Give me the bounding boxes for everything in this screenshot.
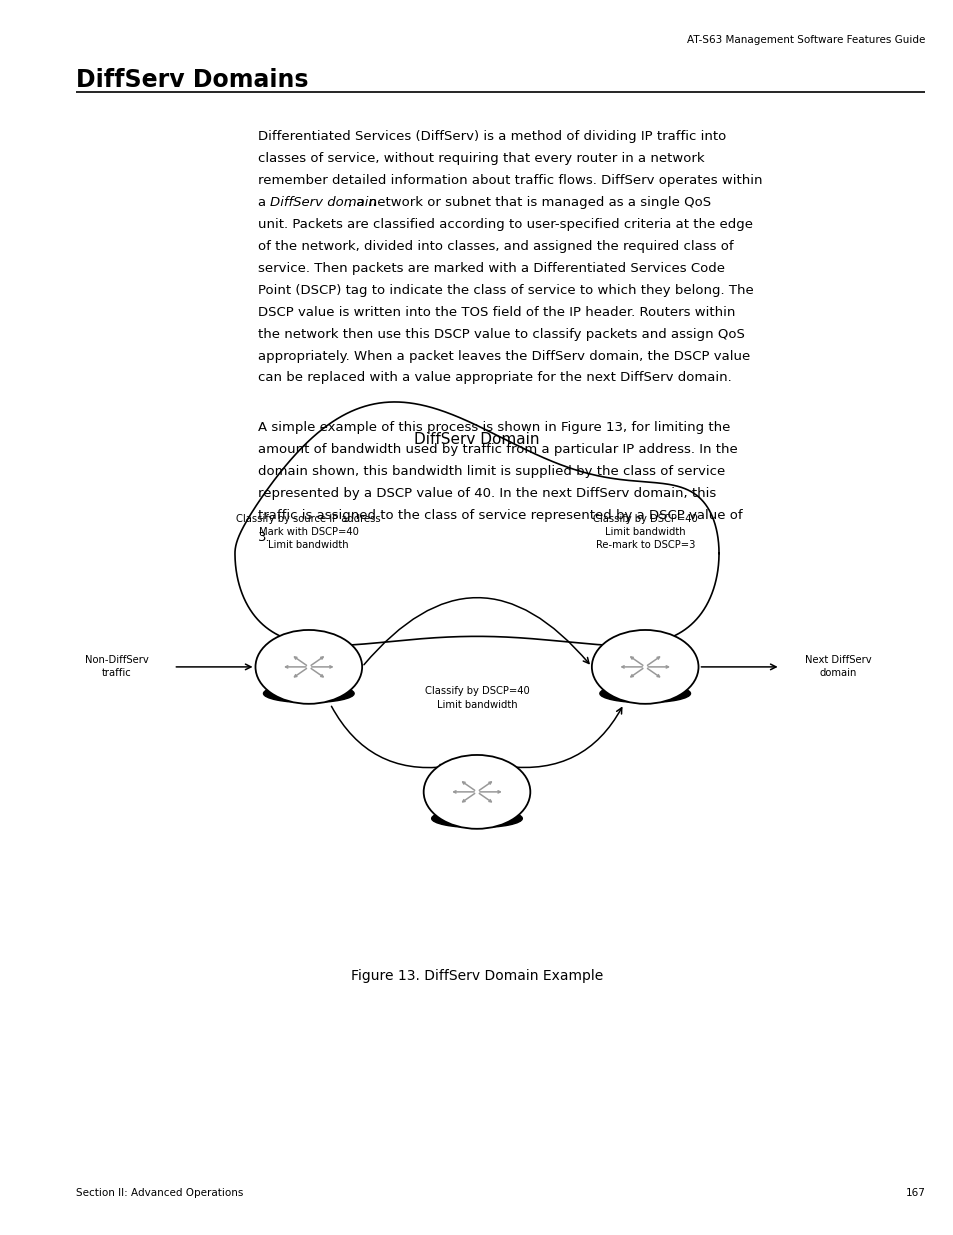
Text: amount of bandwidth used by traffic from a particular IP address. In the: amount of bandwidth used by traffic from…	[257, 442, 737, 456]
Text: traffic is assigned to the class of service represented by a DSCP value of: traffic is assigned to the class of serv…	[257, 509, 741, 521]
Text: Classify by DSCP=40
Limit bandwidth: Classify by DSCP=40 Limit bandwidth	[424, 687, 529, 709]
Text: domain shown, this bandwidth limit is supplied by the class of service: domain shown, this bandwidth limit is su…	[257, 464, 724, 478]
Ellipse shape	[263, 684, 354, 703]
Ellipse shape	[431, 809, 522, 827]
Text: can be replaced with a value appropriate for the next DiffServ domain.: can be replaced with a value appropriate…	[257, 372, 731, 384]
Text: represented by a DSCP value of 40. In the next DiffServ domain, this: represented by a DSCP value of 40. In th…	[257, 487, 715, 500]
Text: DiffServ Domains: DiffServ Domains	[76, 68, 309, 91]
Text: Figure 13. DiffServ Domain Example: Figure 13. DiffServ Domain Example	[351, 969, 602, 983]
Text: , a network or subnet that is managed as a single QoS: , a network or subnet that is managed as…	[348, 195, 710, 209]
Text: service. Then packets are marked with a Differentiated Services Code: service. Then packets are marked with a …	[257, 262, 724, 274]
Circle shape	[423, 755, 530, 829]
Text: classes of service, without requiring that every router in a network: classes of service, without requiring th…	[257, 152, 703, 164]
Text: Non-DiffServ
traffic: Non-DiffServ traffic	[85, 656, 149, 678]
Text: Next DiffServ
domain: Next DiffServ domain	[804, 656, 871, 678]
Text: DSCP value is written into the TOS field of the IP header. Routers within: DSCP value is written into the TOS field…	[257, 305, 734, 319]
Text: Section II: Advanced Operations: Section II: Advanced Operations	[76, 1188, 243, 1198]
Text: Differentiated Services (DiffServ) is a method of dividing IP traffic into: Differentiated Services (DiffServ) is a …	[257, 130, 725, 143]
Text: Classify by source IP address
Mark with DSCP=40
Limit bandwidth: Classify by source IP address Mark with …	[236, 514, 380, 551]
Ellipse shape	[599, 684, 690, 703]
Text: Classify by DSCP=40
Limit bandwidth
Re-mark to DSCP=3: Classify by DSCP=40 Limit bandwidth Re-m…	[592, 514, 697, 551]
Text: unit. Packets are classified according to user-specified criteria at the edge: unit. Packets are classified according t…	[257, 217, 752, 231]
Text: AT-S63 Management Software Features Guide: AT-S63 Management Software Features Guid…	[686, 35, 924, 44]
Circle shape	[255, 630, 362, 704]
Text: a: a	[257, 195, 270, 209]
Text: the network then use this DSCP value to classify packets and assign QoS: the network then use this DSCP value to …	[257, 327, 743, 341]
Text: Point (DSCP) tag to indicate the class of service to which they belong. The: Point (DSCP) tag to indicate the class o…	[257, 284, 753, 296]
Text: A simple example of this process is shown in Figure 13, for limiting the: A simple example of this process is show…	[257, 421, 729, 433]
Text: DiffServ domain: DiffServ domain	[270, 195, 375, 209]
Text: 167: 167	[904, 1188, 924, 1198]
Text: 3.: 3.	[257, 531, 270, 543]
Text: remember detailed information about traffic flows. DiffServ operates within: remember detailed information about traf…	[257, 174, 761, 186]
Circle shape	[591, 630, 698, 704]
Text: DiffServ Domain: DiffServ Domain	[414, 432, 539, 447]
Text: appropriately. When a packet leaves the DiffServ domain, the DSCP value: appropriately. When a packet leaves the …	[257, 350, 749, 363]
Text: of the network, divided into classes, and assigned the required class of: of the network, divided into classes, an…	[257, 240, 733, 253]
